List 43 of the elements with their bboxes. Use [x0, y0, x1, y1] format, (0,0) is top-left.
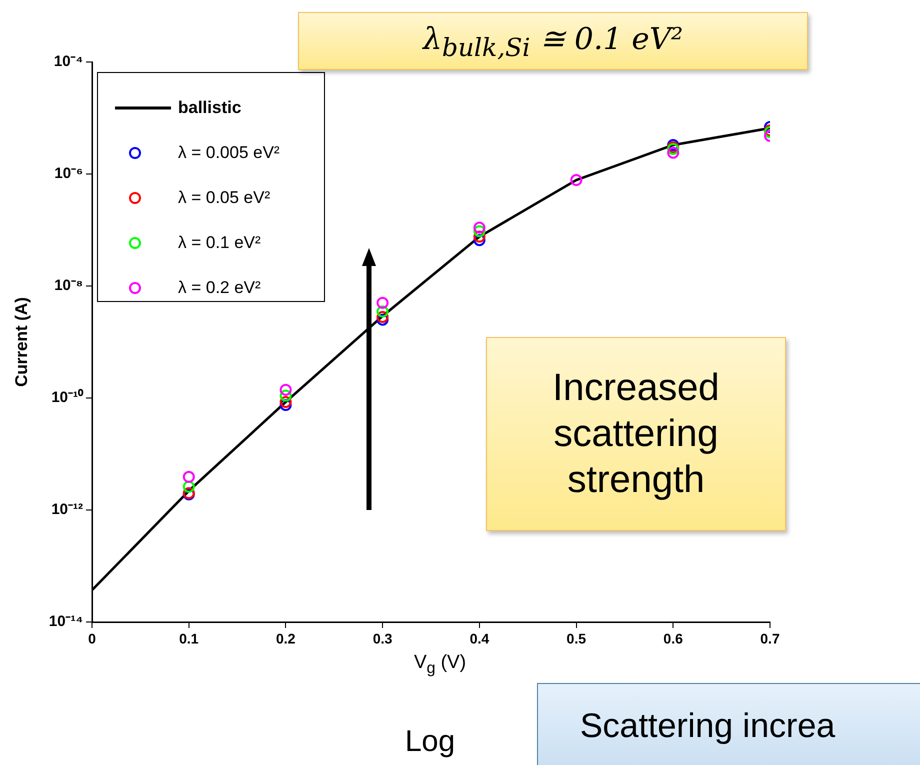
x-tick-label: 0.3 [372, 630, 393, 646]
point [376, 296, 389, 309]
point [280, 384, 292, 396]
point [182, 480, 195, 493]
note-box: λ$_{bulk,Si}$ ≅ 0.1 eV² [298, 12, 808, 70]
x-tick-label: 0.7 [760, 630, 780, 646]
text: Log [404, 725, 456, 759]
point [570, 174, 582, 186]
point [280, 390, 292, 402]
x-tick-label: 0.1 [179, 630, 199, 646]
point [473, 225, 486, 238]
point [376, 310, 389, 323]
y-axis-title: Current (A) [12, 297, 31, 387]
legend-label: λ = 0.1 eV² [178, 232, 261, 252]
legend-label: ballistic [178, 98, 242, 118]
point [280, 398, 292, 411]
x-tick-label: 0.6 [663, 630, 684, 646]
y-tick-label: 10⁻¹² [51, 501, 83, 518]
point [667, 146, 680, 159]
point [376, 306, 389, 318]
x-tick-label: 0.2 [276, 630, 296, 646]
point [182, 470, 195, 483]
point [376, 314, 389, 326]
y-tick-label: 10⁻¹⁰ [51, 388, 84, 406]
annotation: Increased scattering strength [552, 366, 720, 503]
x-tick-label: 0.5 [566, 630, 586, 646]
y-tick-label: 10⁻⁶ [54, 165, 83, 182]
point [473, 230, 486, 243]
legend-label: λ = 0.2 eV² [178, 278, 261, 298]
note-box: Increased scattering strength [486, 337, 786, 531]
point [280, 396, 292, 408]
x-tick-label: 0 [88, 630, 96, 646]
x-tick-label: 0.4 [470, 630, 490, 646]
legend-label: λ = 0.005 eV² [178, 142, 280, 162]
point [667, 138, 680, 151]
y-tick-label: 10⁻⁴ [54, 53, 83, 70]
point [473, 222, 486, 234]
x-axis-title: V$_{g}$ (V) [412, 652, 468, 678]
point [473, 234, 486, 246]
note-box: Scattering increa [537, 683, 920, 765]
y-tick-label: 10⁻⁸ [54, 277, 83, 294]
legend-label: λ = 0.05 eV² [178, 188, 270, 208]
y-tick-label: 10⁻¹⁴ [48, 613, 83, 630]
